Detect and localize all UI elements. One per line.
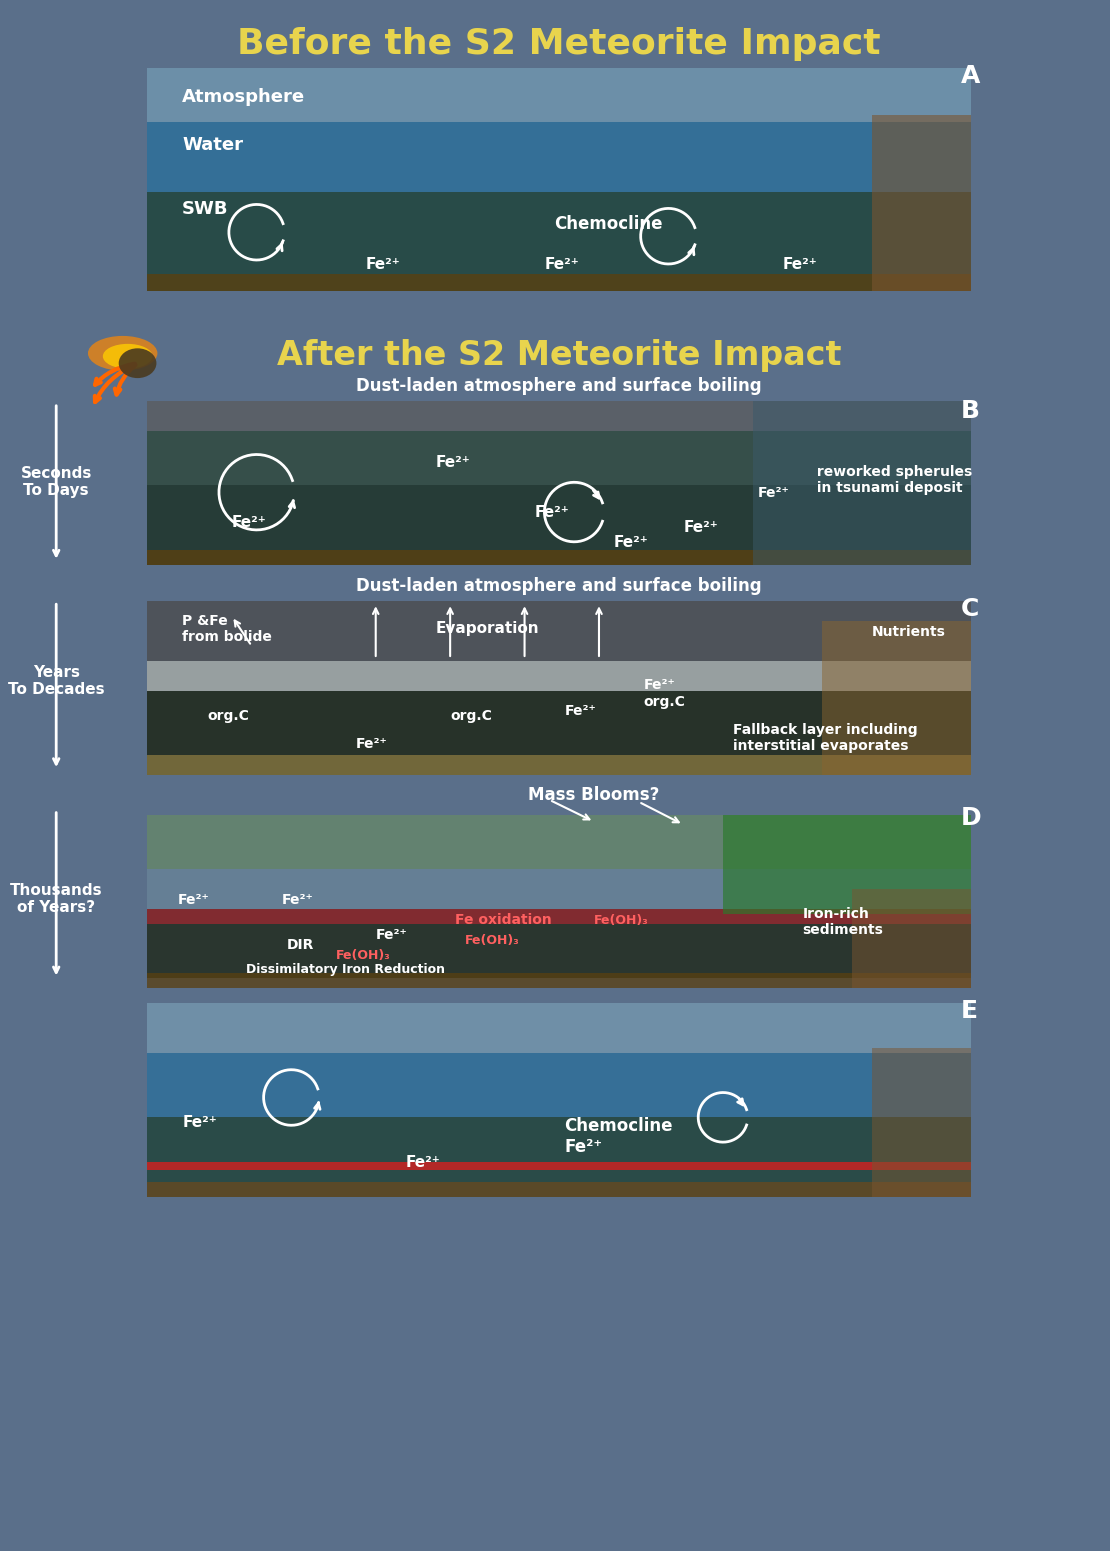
Bar xyxy=(723,814,971,914)
Text: Fe²⁺: Fe²⁺ xyxy=(614,535,648,549)
Text: Fe²⁺: Fe²⁺ xyxy=(356,737,387,751)
Bar xyxy=(148,549,971,565)
Text: Fe²⁺
org.C: Fe²⁺ org.C xyxy=(644,678,686,709)
Bar xyxy=(148,68,971,290)
Text: Dust-laden atmosphere and surface boiling: Dust-laden atmosphere and surface boilin… xyxy=(356,577,763,596)
Text: Fallback layer including
interstitial evaporates: Fallback layer including interstitial ev… xyxy=(733,723,918,754)
Text: Mass Blooms?: Mass Blooms? xyxy=(528,786,659,803)
Text: org.C: org.C xyxy=(208,709,249,723)
Text: Fe²⁺: Fe²⁺ xyxy=(435,456,470,470)
Text: Atmosphere: Atmosphere xyxy=(182,88,305,105)
Text: A: A xyxy=(961,65,980,88)
Text: Fe²⁺: Fe²⁺ xyxy=(366,257,401,271)
Text: Fe²⁺: Fe²⁺ xyxy=(182,1115,216,1131)
Text: Iron-rich
sediments: Iron-rich sediments xyxy=(803,907,884,937)
Text: org.C: org.C xyxy=(451,709,492,723)
Text: Nutrients: Nutrients xyxy=(871,625,946,639)
Bar xyxy=(148,275,971,290)
Bar xyxy=(148,431,971,485)
Text: Fe²⁺: Fe²⁺ xyxy=(178,893,209,907)
Text: Evaporation: Evaporation xyxy=(435,620,538,636)
Text: Chemocline
Fe²⁺: Chemocline Fe²⁺ xyxy=(564,1117,673,1155)
Text: Fe(OH)₃: Fe(OH)₃ xyxy=(465,934,519,946)
Text: Fe²⁺: Fe²⁺ xyxy=(684,520,718,535)
Text: Fe²⁺: Fe²⁺ xyxy=(544,257,579,271)
Text: Dissimilatory Iron Reduction: Dissimilatory Iron Reduction xyxy=(246,963,445,977)
Text: Fe²⁺: Fe²⁺ xyxy=(282,893,313,907)
Text: DIR: DIR xyxy=(286,938,314,952)
Text: Fe²⁺: Fe²⁺ xyxy=(375,927,407,941)
Text: D: D xyxy=(961,805,981,830)
Text: Fe(OH)₃: Fe(OH)₃ xyxy=(336,949,391,962)
Bar xyxy=(148,485,971,565)
Bar xyxy=(148,661,971,690)
Ellipse shape xyxy=(119,349,157,378)
Bar xyxy=(148,690,971,755)
Bar xyxy=(148,191,971,290)
Bar xyxy=(148,814,971,869)
Bar xyxy=(823,622,971,776)
Bar xyxy=(871,115,971,290)
Text: Fe²⁺: Fe²⁺ xyxy=(232,515,266,530)
Bar xyxy=(148,924,971,979)
Bar xyxy=(148,1162,971,1169)
Bar xyxy=(148,1117,971,1182)
Text: reworked spherules
 in tsunami deposit: reworked spherules in tsunami deposit xyxy=(813,465,972,495)
Bar xyxy=(148,123,971,191)
Text: After the S2 Meteorite Impact: After the S2 Meteorite Impact xyxy=(278,338,841,372)
Bar xyxy=(148,1053,971,1117)
Text: Fe²⁺: Fe²⁺ xyxy=(535,506,569,520)
Bar xyxy=(148,755,971,776)
Bar xyxy=(148,1003,971,1053)
Text: Water: Water xyxy=(182,136,243,154)
Text: Before the S2 Meteorite Impact: Before the S2 Meteorite Impact xyxy=(238,26,881,60)
Text: Seconds
To Days: Seconds To Days xyxy=(20,467,92,498)
Text: SWB: SWB xyxy=(182,200,229,219)
Text: Fe oxidation: Fe oxidation xyxy=(455,914,552,927)
Bar xyxy=(148,400,971,431)
Bar xyxy=(148,602,971,661)
Ellipse shape xyxy=(103,344,152,369)
Text: Fe(OH)₃: Fe(OH)₃ xyxy=(594,914,648,927)
Text: Chemocline: Chemocline xyxy=(554,216,663,233)
Text: Fe²⁺: Fe²⁺ xyxy=(405,1155,441,1169)
Text: P &Fe
from bolide: P &Fe from bolide xyxy=(182,614,272,644)
Text: E: E xyxy=(961,999,978,1024)
Bar xyxy=(148,869,971,909)
Text: Fe²⁺: Fe²⁺ xyxy=(564,704,596,718)
Ellipse shape xyxy=(88,337,158,371)
Bar xyxy=(871,1048,971,1197)
Bar xyxy=(852,889,971,988)
Bar xyxy=(753,400,971,565)
Bar xyxy=(148,1182,971,1197)
Text: Years
To Decades: Years To Decades xyxy=(8,664,104,696)
Bar xyxy=(148,974,971,988)
Text: Thousands
of Years?: Thousands of Years? xyxy=(10,883,102,915)
Text: C: C xyxy=(961,597,979,622)
Text: Fe²⁺: Fe²⁺ xyxy=(758,485,789,499)
Bar xyxy=(148,909,971,924)
Bar xyxy=(148,68,971,123)
Text: Fe²⁺: Fe²⁺ xyxy=(783,257,817,271)
Text: Dust-laden atmosphere and surface boiling: Dust-laden atmosphere and surface boilin… xyxy=(356,377,763,396)
Text: B: B xyxy=(961,399,980,423)
